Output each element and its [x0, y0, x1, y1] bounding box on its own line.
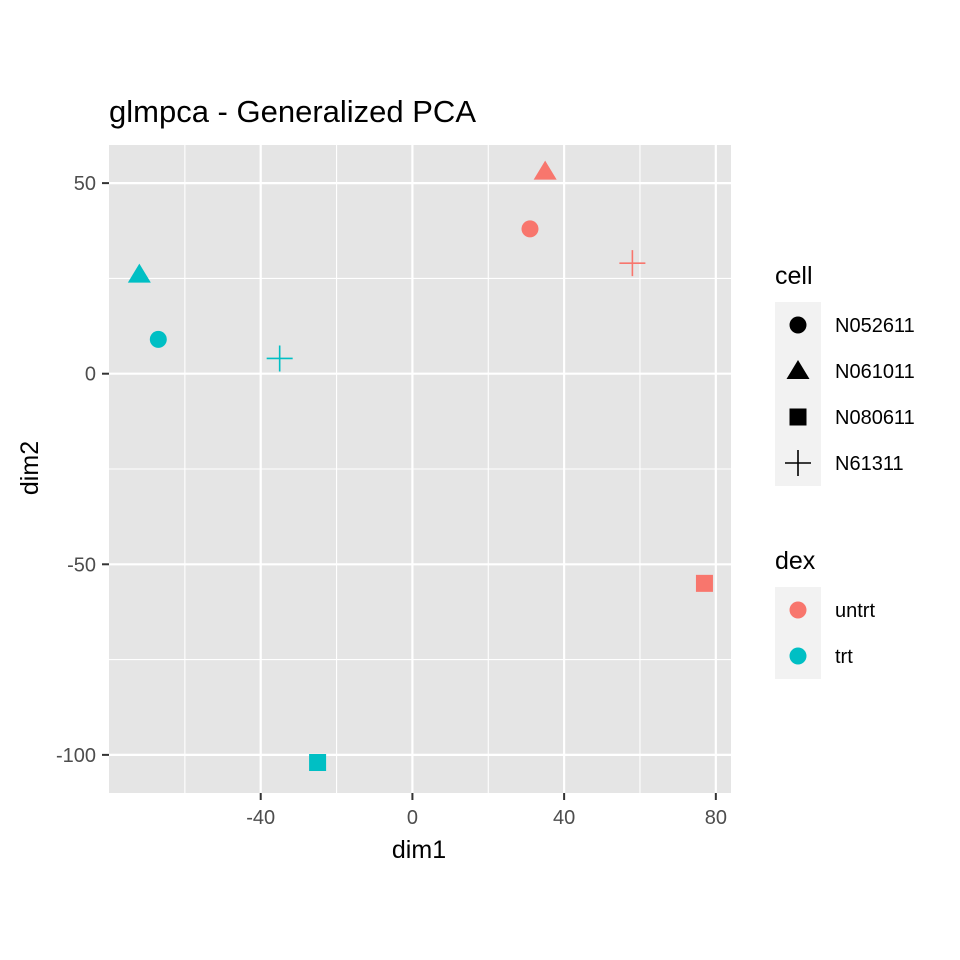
axis-ticks: -40 0 40 80 -100 -50 0 50 [56, 173, 727, 829]
data-point [521, 220, 539, 238]
legend-label: N61311 [835, 453, 904, 475]
legend-label: N061011 [835, 361, 915, 383]
x-axis-label: dim1 [392, 836, 446, 864]
y-tick-label: -50 [67, 554, 96, 576]
data-point [619, 250, 646, 277]
data-point [266, 345, 293, 372]
data-points [127, 160, 713, 772]
y-tick-label: 0 [85, 364, 96, 386]
legend-label: untrt [835, 600, 875, 622]
major-gridlines [109, 145, 731, 793]
legend-key-square [789, 408, 807, 426]
x-tick-label: 80 [705, 807, 727, 829]
y-tick-label: 50 [74, 173, 96, 195]
y-axis-label: dim2 [16, 441, 44, 495]
minor-gridlines [109, 145, 731, 793]
data-point [149, 330, 167, 348]
legend-key-triangle [786, 360, 810, 379]
data-point [695, 574, 713, 592]
legend-title: cell [775, 262, 813, 290]
legends: cell N052611 N061011 N080611 N61311 dex untrt t… [775, 262, 915, 679]
y-tick-label: -100 [56, 745, 96, 767]
legend-key-background [775, 587, 821, 679]
data-point [533, 160, 557, 180]
legend-title: dex [775, 547, 816, 575]
x-tick-label: -40 [246, 807, 275, 829]
legend-key-circle [789, 316, 807, 334]
chart-title: glmpca - Generalized PCA [109, 94, 476, 129]
data-point [127, 263, 151, 283]
legend-label: N052611 [835, 315, 915, 337]
legend-label: N080611 [835, 407, 915, 429]
data-point [309, 754, 327, 772]
x-tick-label: 0 [407, 807, 418, 829]
legend-key-color [789, 647, 807, 665]
legend-label: trt [835, 646, 853, 668]
x-tick-label: 40 [553, 807, 575, 829]
legend-key-color [789, 601, 807, 619]
legend-key-plus [785, 450, 811, 476]
